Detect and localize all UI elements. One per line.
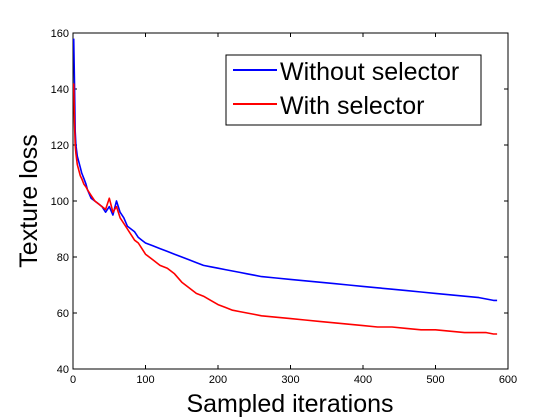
series-line-with-selector [72, 83, 498, 335]
y-tick-label: 80 [57, 252, 69, 264]
legend-label-without-selector: Without selector [280, 58, 459, 86]
x-axis-label: Sampled iterations [186, 390, 393, 418]
y-tick-label: 100 [51, 196, 69, 208]
legend-label-with-selector: With selector [280, 92, 424, 120]
y-tick-label: 140 [51, 84, 69, 96]
series-layer [72, 38, 498, 335]
legend-box [225, 54, 482, 126]
axis-ticks: 0 100 200 300 400 500 600 40 60 80 100 120 140 160 [51, 28, 518, 386]
y-tick-label: 120 [51, 140, 69, 152]
y-tick-label: 60 [57, 308, 69, 320]
y-tick-label: 40 [57, 364, 69, 376]
y-axis-label: Texture loss [15, 134, 43, 267]
x-tick-label: 400 [354, 374, 372, 386]
legend: Without selector With selector [225, 54, 482, 126]
x-tick-label: 500 [426, 374, 444, 386]
x-tick-label: 100 [136, 374, 154, 386]
y-tick-label: 160 [51, 28, 69, 40]
series-line-without-selector [72, 38, 498, 302]
x-tick-label: 600 [499, 374, 517, 386]
x-tick-label: 200 [209, 374, 227, 386]
x-tick-label: 300 [281, 374, 299, 386]
x-tick-label: 0 [70, 374, 76, 386]
